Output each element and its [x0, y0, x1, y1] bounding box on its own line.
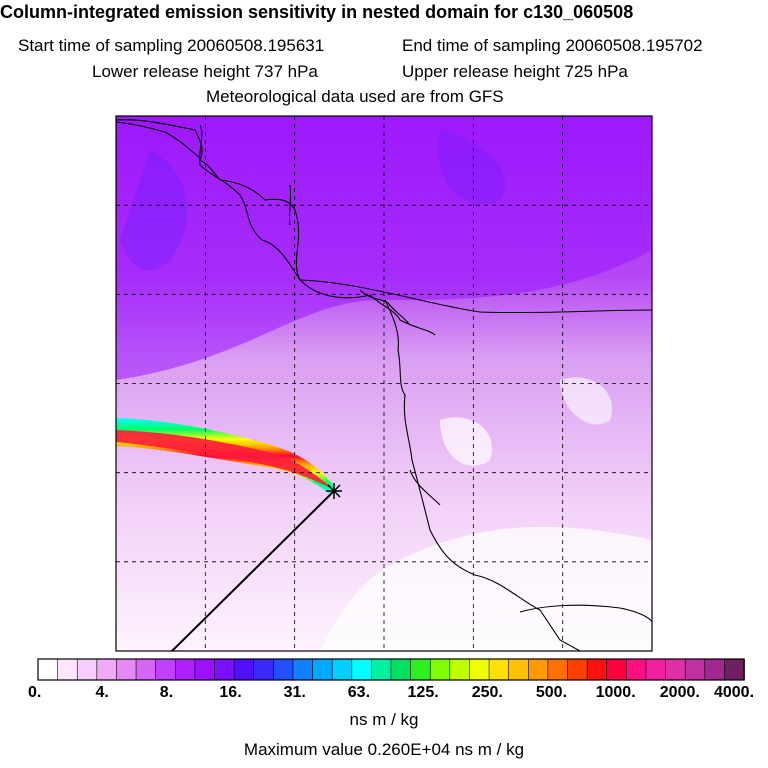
colorbar-segment — [704, 658, 726, 681]
colorbar-segment — [449, 658, 471, 681]
colorbar-units: ns m / kg — [349, 710, 419, 729]
colorbar-tick-label: 2000. — [660, 684, 700, 701]
maximum-value-label: Maximum value 0.260E+04 ns m / kg — [243, 740, 525, 759]
colorbar-segment — [645, 658, 667, 681]
colorbar-segment — [410, 658, 432, 681]
colorbar-segment — [233, 658, 255, 681]
colorbar-segment — [488, 658, 510, 681]
colorbar-segment — [684, 658, 706, 681]
colorbar-tick-label: 31. — [284, 684, 306, 701]
colorbar — [37, 658, 745, 681]
colorbar-segment — [724, 658, 745, 681]
lower-height-label: Lower release height 737 hPa — [92, 62, 318, 81]
colorbar-segment — [116, 658, 137, 681]
map-frame — [115, 115, 653, 652]
colorbar-segment — [371, 658, 392, 681]
colorbar-segment — [57, 658, 79, 681]
colorbar-segment — [469, 658, 490, 681]
colorbar-segment — [331, 658, 353, 681]
high-sensitivity-patch — [120, 150, 188, 271]
met-data-label: Meteorological data used are from GFS — [206, 87, 504, 106]
colorbar-segment — [351, 658, 373, 681]
low-sensitivity-region — [320, 526, 652, 651]
low-sensitivity-patch — [440, 417, 492, 466]
colorbar-segment — [292, 658, 314, 681]
colorbar-segment — [253, 658, 275, 681]
colorbar-tick-label: 4. — [96, 684, 109, 701]
low-sensitivity-patch — [560, 377, 612, 425]
end-time-label: End time of sampling 20060508.195702 — [402, 36, 703, 55]
colorbar-segment — [214, 658, 235, 681]
colorbar-segment — [135, 658, 157, 681]
colorbar-tick-label: 8. — [160, 684, 173, 701]
border-line — [299, 279, 652, 314]
colorbar-segment — [665, 658, 686, 681]
flight-track — [171, 490, 335, 651]
colorbar-tick-label: 4000. — [714, 684, 754, 701]
colorbar-tick-label: 1000. — [596, 684, 636, 701]
colorbar-ticks: 0. 4. 8. 16. 31. 63. 125. 250. 500. 1000. 2000. 400… — [28, 684, 754, 701]
colorbar-tick-label: 250. — [472, 684, 503, 701]
colorbar-tick-label: 0. — [28, 684, 41, 701]
colorbar-tick-label: 63. — [348, 684, 370, 701]
colorbar-segment — [586, 658, 608, 681]
colorbar-segment — [429, 658, 451, 681]
colorbar-tick-label: 16. — [219, 684, 241, 701]
colorbar-segment — [76, 658, 98, 681]
colorbar-segment — [37, 658, 59, 681]
plume-core — [116, 430, 334, 490]
upper-height-label: Upper release height 725 hPa — [402, 62, 628, 81]
colorbar-tick-label: 500. — [536, 684, 567, 701]
colorbar-frame — [37, 658, 745, 681]
colorbar-segment — [390, 658, 412, 681]
colorbar-segment — [567, 658, 588, 681]
chart-title: Column-integrated emission sensitivity i… — [0, 2, 634, 22]
coastlines — [116, 119, 652, 651]
colorbar-segment — [547, 658, 569, 681]
colorbar-segment — [273, 658, 294, 681]
grid-lines — [116, 116, 652, 651]
colorbar-segment — [194, 658, 216, 681]
start-time-label: Start time of sampling 20060508.195631 — [18, 36, 325, 55]
colorbar-segment — [155, 658, 177, 681]
release-point-marker — [326, 483, 342, 499]
colorbar-segment — [174, 658, 196, 681]
colorbar-tick-label: 125. — [408, 684, 439, 701]
colorbar-segment — [508, 658, 530, 681]
high-sensitivity-patch — [438, 130, 506, 205]
colorbar-segment — [312, 658, 333, 681]
colorbar-segment — [626, 658, 647, 681]
colorbar-segment — [96, 658, 118, 681]
colorbar-segment — [527, 658, 549, 681]
colorbar-segment — [606, 658, 628, 681]
